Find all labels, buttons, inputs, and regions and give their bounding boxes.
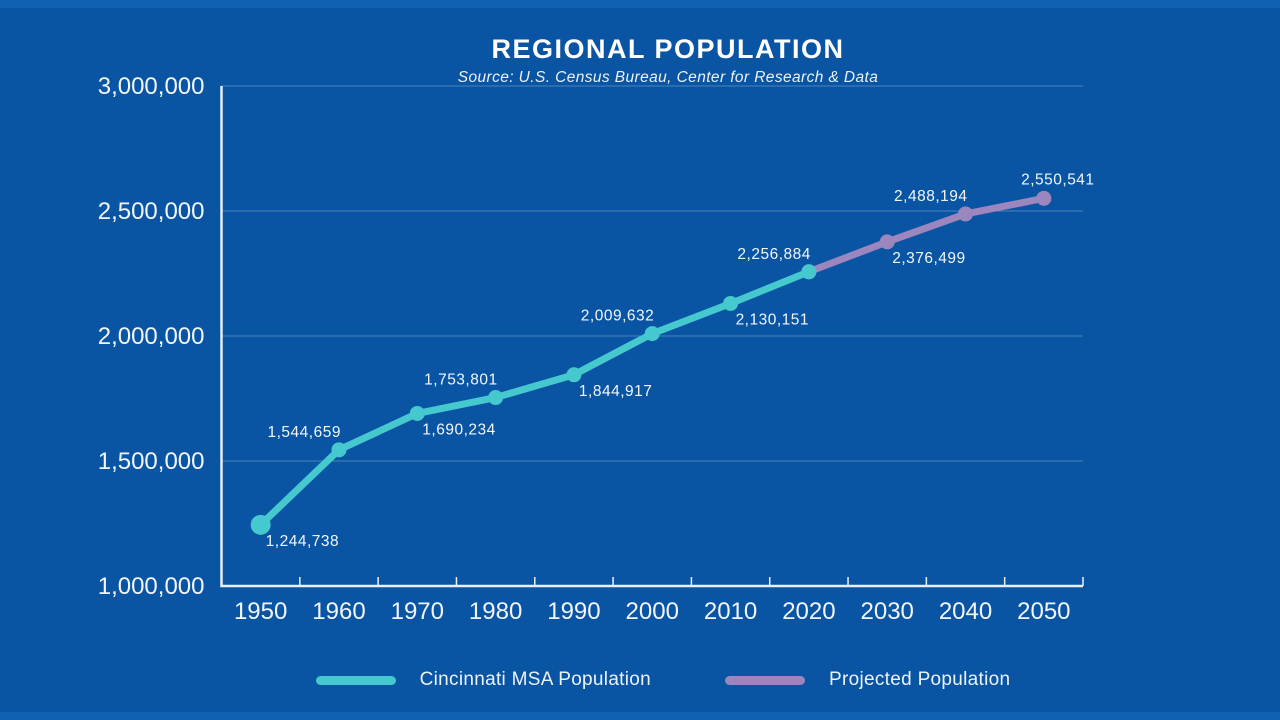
y-tick-label: 3,000,000 bbox=[98, 73, 205, 100]
x-tick-label: 2040 bbox=[939, 598, 992, 625]
x-axis-labels: 1950 1960 1970 1980 1990 2000 2010 2020 2030 2040… bbox=[234, 598, 1071, 625]
data-point-label: 2,550,541 bbox=[1021, 171, 1094, 188]
x-tick-label: 2030 bbox=[861, 598, 914, 625]
data-point-label: 2,256,884 bbox=[737, 246, 810, 263]
bottom-edge-strip bbox=[0, 712, 1280, 720]
data-point-label: 2,009,632 bbox=[581, 308, 654, 325]
x-tick-label: 2050 bbox=[1017, 598, 1070, 625]
series-line bbox=[257, 268, 813, 529]
y-tick-label: 1,000,000 bbox=[98, 573, 205, 600]
x-tick-label: 1950 bbox=[234, 598, 287, 625]
gridlines bbox=[221, 85, 1083, 462]
data-point bbox=[488, 390, 504, 406]
legend-item-actual: Cincinnati MSA Population bbox=[315, 669, 652, 691]
x-tick-label: 2020 bbox=[782, 598, 835, 625]
top-edge-strip bbox=[0, 0, 1280, 8]
data-point-label: 2,376,499 bbox=[892, 250, 965, 267]
data-point-label: 1,844,917 bbox=[579, 383, 652, 400]
data-point bbox=[566, 367, 582, 383]
data-point bbox=[331, 442, 347, 458]
x-tick-label: 1990 bbox=[547, 598, 600, 625]
legend-item-projected: Projected Population bbox=[725, 669, 1010, 691]
y-axis-labels: 3,000,000 2,500,000 2,000,000 1,500,000 1,00… bbox=[98, 73, 205, 600]
data-point bbox=[879, 234, 895, 250]
data-point bbox=[1036, 190, 1052, 206]
x-tick-label: 2000 bbox=[626, 598, 679, 625]
data-point bbox=[250, 514, 271, 535]
x-tick-label: 2010 bbox=[704, 598, 757, 625]
x-tick-label: 1960 bbox=[312, 598, 365, 625]
data-point bbox=[801, 264, 817, 280]
data-point-label: 1,244,738 bbox=[266, 533, 339, 550]
y-tick-label: 1,500,000 bbox=[98, 448, 205, 475]
x-axis-ticks bbox=[299, 577, 1084, 586]
y-tick-label: 2,000,000 bbox=[98, 323, 205, 350]
data-point bbox=[723, 295, 739, 311]
axis-lines bbox=[220, 86, 1083, 588]
legend-label-projected: Projected Population bbox=[829, 669, 1011, 690]
data-point bbox=[958, 206, 974, 222]
x-tick-label: 1970 bbox=[391, 598, 444, 625]
x-tick-label: 1980 bbox=[469, 598, 522, 625]
y-tick-label: 2,500,000 bbox=[98, 198, 205, 225]
legend-swatch-projected-icon bbox=[725, 675, 806, 685]
data-point bbox=[409, 405, 425, 421]
data-point-label: 2,130,151 bbox=[736, 311, 809, 328]
chart-legend: Cincinnati MSA Population Projected Popu… bbox=[23, 663, 1280, 697]
legend-label-actual: Cincinnati MSA Population bbox=[419, 669, 652, 690]
series-line bbox=[805, 194, 1048, 276]
data-labels: 1,244,738 1,544,659 1,690,234 1,753,801 1,84… bbox=[266, 171, 1094, 550]
data-point-label: 1,544,659 bbox=[268, 424, 341, 441]
legend-swatch-actual-icon bbox=[315, 675, 396, 685]
data-point-label: 1,690,234 bbox=[422, 421, 495, 438]
chart-title: REGIONAL POPULATION bbox=[491, 34, 845, 64]
chart-subtitle: Source: U.S. Census Bureau, Center for R… bbox=[457, 69, 879, 86]
data-point-label: 2,488,194 bbox=[894, 188, 967, 205]
series-actual bbox=[250, 264, 817, 535]
chart-header: REGIONAL POPULATION Source: U.S. Census … bbox=[56, 34, 1280, 87]
data-point bbox=[644, 326, 660, 342]
data-point-label: 1,753,801 bbox=[424, 372, 497, 389]
